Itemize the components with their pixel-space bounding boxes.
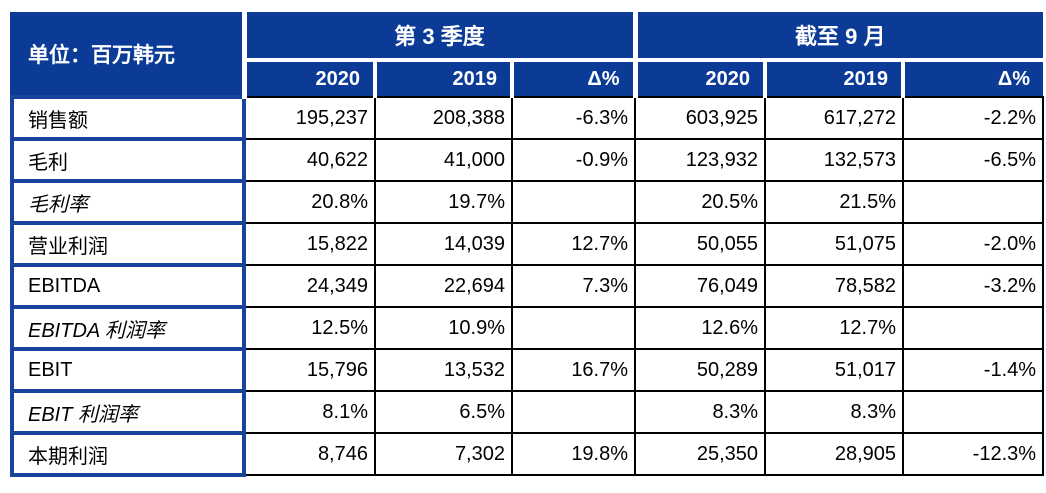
cell-q3-2019: 14,039 (374, 222, 513, 266)
table-row-operating-profit: 营业利润 15,822 14,039 12.7% 50,055 51,075 -… (10, 221, 1045, 267)
cell-q3-2019: 41,000 (374, 138, 513, 182)
cell-ytd-2020: 25,350 (634, 432, 767, 476)
row-label: 本期利润 (10, 431, 246, 477)
cell-ytd-delta: -1.4% (902, 348, 1045, 392)
cell-ytd-2019: 132,573 (764, 138, 905, 182)
unit-label-header: 单位：百万韩元 (10, 12, 247, 99)
cell-ytd-2020: 20.5% (634, 180, 767, 224)
cell-ytd-delta (902, 390, 1045, 434)
cell-q3-2019: 7,302 (374, 432, 513, 476)
cell-ytd-2019: 78,582 (764, 264, 905, 308)
cell-ytd-2019: 51,075 (764, 222, 905, 266)
cell-ytd-delta: -2.2% (902, 96, 1045, 140)
cell-ytd-2019: 51,017 (764, 348, 905, 392)
cell-ytd-2020: 603,925 (634, 96, 767, 140)
cell-ytd-2019: 8.3% (764, 390, 905, 434)
cell-q3-delta: 19.8% (510, 432, 637, 476)
subheader-ytd-delta: Δ% (901, 60, 1044, 97)
cell-ytd-2020: 76,049 (634, 264, 767, 308)
cell-q3-2020: 8,746 (243, 432, 376, 476)
row-label: 毛利率 (10, 179, 246, 225)
column-group-ytd: 截至 9 月 (635, 12, 1044, 62)
cell-ytd-delta: -12.3% (902, 432, 1045, 476)
cell-q3-delta: 16.7% (510, 348, 637, 392)
cell-ytd-2020: 50,289 (634, 348, 767, 392)
cell-q3-delta: -0.9% (510, 138, 637, 182)
cell-ytd-2019: 21.5% (764, 180, 905, 224)
cell-q3-delta: 12.7% (510, 222, 637, 266)
cell-q3-2020: 24,349 (243, 264, 376, 308)
table-row-sales: 销售额 195,237 208,388 -6.3% 603,925 617,27… (10, 95, 1045, 141)
subheader-q3-delta: Δ% (509, 60, 636, 97)
subheader-ytd-2019: 2019 (763, 60, 904, 97)
cell-ytd-2020: 8.3% (634, 390, 767, 434)
cell-ytd-delta (902, 180, 1045, 224)
row-label: EBITDA 利润率 (10, 305, 246, 351)
cell-ytd-delta: -6.5% (902, 138, 1045, 182)
cell-ytd-2019: 28,905 (764, 432, 905, 476)
cell-q3-2020: 195,237 (243, 96, 376, 140)
table-row-ebit-margin: EBIT 利润率 8.1% 6.5% 8.3% 8.3% (10, 389, 1045, 435)
table-row-net-profit: 本期利润 8,746 7,302 19.8% 25,350 28,905 -12… (10, 431, 1045, 477)
column-group-q3: 第 3 季度 (244, 12, 638, 62)
subheader-ytd-2020: 2020 (632, 60, 766, 97)
cell-ytd-2019: 12.7% (764, 306, 905, 350)
cell-q3-2019: 10.9% (374, 306, 513, 350)
table-row-ebitda-margin: EBITDA 利润率 12.5% 10.9% 12.6% 12.7% (10, 305, 1045, 351)
cell-q3-2019: 13,532 (374, 348, 513, 392)
cell-q3-2020: 40,622 (243, 138, 376, 182)
financial-summary-table: 单位：百万韩元 第 3 季度 截至 9 月 2020 2019 Δ% 2020 … (10, 12, 1045, 477)
cell-q3-delta (510, 306, 637, 350)
cell-q3-2019: 6.5% (374, 390, 513, 434)
table-row-gross-profit: 毛利 40,622 41,000 -0.9% 123,932 132,573 -… (10, 137, 1045, 183)
cell-q3-2019: 22,694 (374, 264, 513, 308)
subheader-q3-2020: 2020 (242, 60, 375, 97)
cell-q3-2019: 19.7% (374, 180, 513, 224)
row-label: EBIT 利润率 (10, 389, 246, 435)
cell-ytd-delta: -3.2% (902, 264, 1045, 308)
table-row-ebitda: EBITDA 24,349 22,694 7.3% 76,049 78,582 … (10, 263, 1045, 309)
cell-q3-delta (510, 180, 637, 224)
cell-q3-2020: 15,796 (243, 348, 376, 392)
cell-q3-2020: 12.5% (243, 306, 376, 350)
cell-ytd-delta: -2.0% (902, 222, 1045, 266)
subheader-q3-2019: 2019 (373, 60, 512, 97)
cell-ytd-2019: 617,272 (764, 96, 905, 140)
table-row-gross-margin: 毛利率 20.8% 19.7% 20.5% 21.5% (10, 179, 1045, 225)
cell-q3-2020: 20.8% (243, 180, 376, 224)
row-label: 营业利润 (10, 221, 246, 267)
cell-ytd-2020: 12.6% (634, 306, 767, 350)
cell-ytd-2020: 123,932 (634, 138, 767, 182)
row-label: 销售额 (10, 95, 246, 141)
cell-q3-2019: 208,388 (374, 96, 513, 140)
table-row-ebit: EBIT 15,796 13,532 16.7% 50,289 51,017 -… (10, 347, 1045, 393)
row-label: EBITDA (10, 263, 246, 309)
row-label: EBIT (10, 347, 246, 393)
row-label: 毛利 (10, 137, 246, 183)
cell-q3-delta (510, 390, 637, 434)
cell-q3-2020: 15,822 (243, 222, 376, 266)
cell-ytd-delta (902, 306, 1045, 350)
cell-q3-delta: -6.3% (510, 96, 637, 140)
cell-q3-2020: 8.1% (243, 390, 376, 434)
cell-q3-delta: 7.3% (510, 264, 637, 308)
cell-ytd-2020: 50,055 (634, 222, 767, 266)
